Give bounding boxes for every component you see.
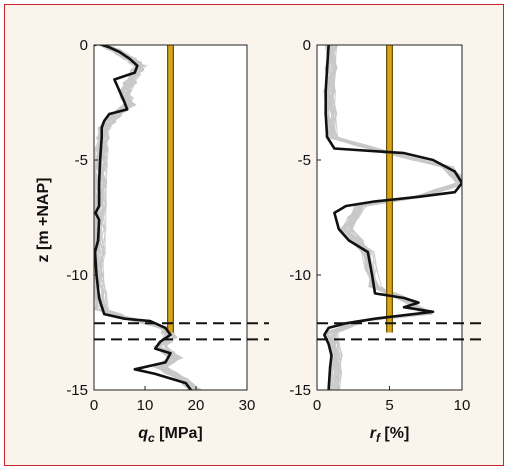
- plot-content: [94, 45, 203, 390]
- x-tick-label: 0: [313, 397, 321, 414]
- x-tick-label: 20: [188, 397, 205, 414]
- measured-profile-line: [94, 45, 192, 390]
- realisation-line: [325, 45, 461, 390]
- y-tick-label: -15: [66, 382, 88, 399]
- x-tick-label: 10: [137, 397, 154, 414]
- y-tick-label: -15: [289, 382, 311, 399]
- axes-box: [93, 44, 248, 391]
- measured-profile-line: [323, 45, 462, 390]
- y-tick-label: -5: [75, 152, 88, 169]
- x-tick-label: 10: [454, 397, 471, 414]
- y-tick-label: 0: [80, 37, 88, 54]
- y-tick-label: 0: [303, 37, 311, 54]
- x-tick-label: 0: [90, 397, 98, 414]
- x-axis-label: rf [%]: [370, 425, 410, 445]
- x-tick-label: 5: [385, 397, 393, 414]
- y-tick-label: -5: [298, 152, 311, 169]
- y-axis-label: z [m +NAP]: [35, 178, 52, 263]
- y-tick-label: -10: [66, 267, 88, 284]
- x-axis-label: qc [MPa]: [138, 425, 202, 445]
- plot-content: [323, 45, 462, 390]
- x-tick-label: 30: [239, 397, 256, 414]
- realisation-line: [325, 45, 462, 390]
- y-tick-label: -10: [289, 267, 311, 284]
